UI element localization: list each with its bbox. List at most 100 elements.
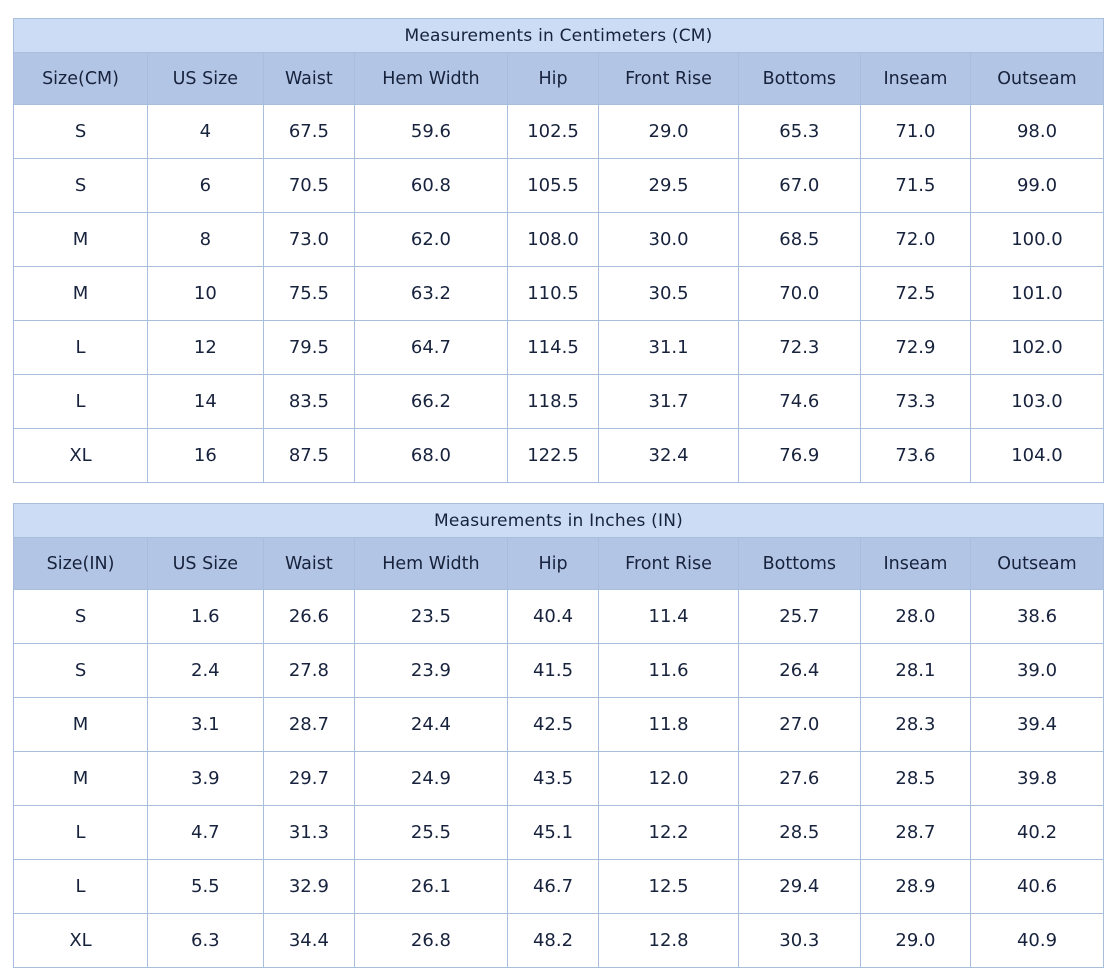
- table-cell: M: [12, 266, 149, 321]
- table-cell: 64.7: [354, 320, 508, 375]
- table-cell: 118.5: [506, 374, 600, 429]
- column-header: Inseam: [859, 537, 971, 590]
- column-header: Front Rise: [598, 52, 739, 105]
- column-header: Hem Width: [354, 537, 508, 590]
- table-cell: 28.0: [859, 589, 971, 644]
- column-header: Bottoms: [737, 52, 861, 105]
- table-cell: L: [12, 320, 149, 375]
- table-cell: 72.3: [737, 320, 861, 375]
- table-cell: M: [12, 212, 149, 267]
- table-cell: 25.7: [737, 589, 861, 644]
- table-cell: 63.2: [354, 266, 508, 321]
- table-row: L 12 79.5 64.7 114.5 31.1 72.3 72.9 102.0: [12, 320, 1105, 375]
- table-cell: 11.8: [598, 697, 739, 752]
- table-row: S 2.4 27.8 23.9 41.5 11.6 26.4 28.1 39.0: [12, 643, 1105, 698]
- table-cell: 45.1: [506, 805, 600, 860]
- table-cell: 27.0: [737, 697, 861, 752]
- table-cell: 40.4: [506, 589, 600, 644]
- table-cell: XL: [12, 913, 149, 968]
- table-cell: 1.6: [147, 589, 264, 644]
- table-cell: 105.5: [506, 158, 600, 213]
- measurements-table-cm: Measurements in Centimeters (CM) Size(CM)…: [12, 18, 1105, 483]
- table-cell: 26.6: [262, 589, 356, 644]
- table-cell: 14: [147, 374, 264, 429]
- table-cell: 34.4: [262, 913, 356, 968]
- table-cell: 74.6: [737, 374, 861, 429]
- table-row: M 10 75.5 63.2 110.5 30.5 70.0 72.5 101.0: [12, 266, 1105, 321]
- table-row: S 4 67.5 59.6 102.5 29.0 65.3 71.0 98.0: [12, 104, 1105, 159]
- table-cell: 23.5: [354, 589, 508, 644]
- column-header: Inseam: [859, 52, 971, 105]
- table-cell: 26.1: [354, 859, 508, 914]
- table-cell: 72.0: [859, 212, 971, 267]
- table-row: M 8 73.0 62.0 108.0 30.0 68.5 72.0 100.0: [12, 212, 1105, 267]
- table-title-row: Measurements in Centimeters (CM): [13, 18, 1104, 53]
- table-title: Measurements in Centimeters (CM): [13, 18, 1104, 53]
- table-cell: 8: [147, 212, 264, 267]
- table-cell: 66.2: [354, 374, 508, 429]
- table-cell: 62.0: [354, 212, 508, 267]
- table-cell: 6: [147, 158, 264, 213]
- table-row: XL 16 87.5 68.0 122.5 32.4 76.9 73.6 104.0: [12, 428, 1105, 483]
- table-cell: 29.0: [598, 104, 739, 159]
- table-cell: 12.8: [598, 913, 739, 968]
- table-cell: 12: [147, 320, 264, 375]
- table-cell: 30.3: [737, 913, 861, 968]
- table-cell: L: [12, 859, 149, 914]
- column-header: Bottoms: [737, 537, 861, 590]
- table-cell: 4: [147, 104, 264, 159]
- table-cell: 98.0: [969, 104, 1105, 159]
- table-cell: 65.3: [737, 104, 861, 159]
- table-row: M 3.1 28.7 24.4 42.5 11.8 27.0 28.3 39.4: [12, 697, 1105, 752]
- table-cell: 68.0: [354, 428, 508, 483]
- table-cell: 60.8: [354, 158, 508, 213]
- table-cell: 38.6: [969, 589, 1105, 644]
- column-header: Size(IN): [12, 537, 149, 590]
- table-cell: 76.9: [737, 428, 861, 483]
- table-cell: 29.7: [262, 751, 356, 806]
- table-cell: 28.5: [737, 805, 861, 860]
- table-row: M 3.9 29.7 24.9 43.5 12.0 27.6 28.5 39.8: [12, 751, 1105, 806]
- table-cell: 29.5: [598, 158, 739, 213]
- table-cell: 41.5: [506, 643, 600, 698]
- table-cell: 4.7: [147, 805, 264, 860]
- table-cell: 28.5: [859, 751, 971, 806]
- table-cell: 73.3: [859, 374, 971, 429]
- table-cell: 48.2: [506, 913, 600, 968]
- table-cell: 3.1: [147, 697, 264, 752]
- table-cell: 108.0: [506, 212, 600, 267]
- table-cell: 30.0: [598, 212, 739, 267]
- table-cell: 2.4: [147, 643, 264, 698]
- table-row: S 6 70.5 60.8 105.5 29.5 67.0 71.5 99.0: [12, 158, 1105, 213]
- table-cell: M: [12, 697, 149, 752]
- table-cell: 83.5: [262, 374, 356, 429]
- table-cell: 6.3: [147, 913, 264, 968]
- table-cell: 30.5: [598, 266, 739, 321]
- table-cell: 31.7: [598, 374, 739, 429]
- table-cell: 26.4: [737, 643, 861, 698]
- table-cell: 87.5: [262, 428, 356, 483]
- table-cell: 73.6: [859, 428, 971, 483]
- table-cell: 99.0: [969, 158, 1105, 213]
- table-cell: S: [12, 104, 149, 159]
- table-cell: 27.6: [737, 751, 861, 806]
- table-cell: 10: [147, 266, 264, 321]
- table-cell: 73.0: [262, 212, 356, 267]
- table-cell: S: [12, 589, 149, 644]
- table-cell: 67.5: [262, 104, 356, 159]
- table-cell: 24.9: [354, 751, 508, 806]
- header-row: Size(CM) US Size Waist Hem Width Hip Front Ri…: [12, 52, 1105, 105]
- table-cell: 29.0: [859, 913, 971, 968]
- table-cell: 5.5: [147, 859, 264, 914]
- table-cell: 102.5: [506, 104, 600, 159]
- table-cell: 28.7: [859, 805, 971, 860]
- table-cell: 32.4: [598, 428, 739, 483]
- table-cell: 101.0: [969, 266, 1105, 321]
- table-cell: L: [12, 374, 149, 429]
- table-row: L 5.5 32.9 26.1 46.7 12.5 29.4 28.9 40.6: [12, 859, 1105, 914]
- table-cell: 103.0: [969, 374, 1105, 429]
- table-row: XL 6.3 34.4 26.8 48.2 12.8 30.3 29.0 40.9: [12, 913, 1105, 968]
- table-cell: 39.0: [969, 643, 1105, 698]
- table-cell: 42.5: [506, 697, 600, 752]
